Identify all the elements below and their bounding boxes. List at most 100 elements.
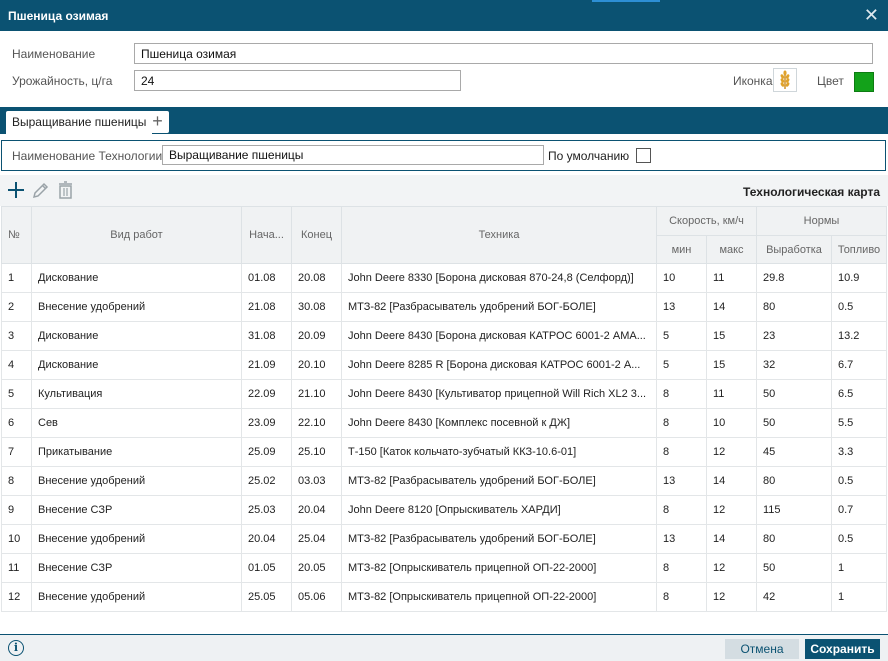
cell-machinery: John Deere 8120 [Опрыскиватель ХАРДИ] bbox=[341, 495, 657, 525]
cell-speed-max: 12 bbox=[706, 437, 757, 467]
yield-input[interactable] bbox=[134, 70, 461, 91]
icon-picker[interactable] bbox=[773, 68, 797, 92]
cell-speed-min: 8 bbox=[656, 379, 707, 409]
cell-output: 23 bbox=[756, 321, 832, 351]
col-header-speed-min[interactable]: мин bbox=[656, 235, 707, 264]
col-header-work[interactable]: Вид работ bbox=[31, 206, 242, 264]
cell-start: 25.05 bbox=[241, 582, 292, 612]
cell-speed-max: 12 bbox=[706, 553, 757, 583]
cell-end: 22.10 bbox=[291, 408, 342, 438]
table-row[interactable]: 6 Сев 23.09 22.10 John Deere 8430 [Комплекс … bbox=[1, 408, 887, 438]
technology-name-input[interactable] bbox=[162, 145, 544, 165]
table-row[interactable]: 3 Дискование 31.08 20.09 John Deere 8430 [Бо… bbox=[1, 321, 887, 351]
cell-speed-min: 8 bbox=[656, 495, 707, 525]
table-row[interactable]: 10 Внесение удобрений 20.04 25.04 МТЗ-82 [Ра… bbox=[1, 524, 887, 554]
technology-map-table: № Вид работ Нача... Конец Техника Скорос… bbox=[1, 206, 887, 612]
col-header-speed-max[interactable]: макс bbox=[706, 235, 757, 264]
cell-start: 25.02 bbox=[241, 466, 292, 496]
close-icon[interactable]: ✕ bbox=[863, 5, 879, 25]
cell-machinery: John Deere 8330 [Борона дисковая 870-24,… bbox=[341, 263, 657, 293]
cell-start: 21.09 bbox=[241, 350, 292, 380]
yield-label: Урожайность, ц/га bbox=[12, 74, 113, 88]
col-header-start[interactable]: Нача... bbox=[241, 206, 292, 264]
cell-work: Внесение удобрений bbox=[31, 582, 242, 612]
plus-icon: + bbox=[152, 111, 163, 131]
cell-end: 20.05 bbox=[291, 553, 342, 583]
map-toolbar: Технологическая карта bbox=[0, 175, 888, 206]
cell-num: 1 bbox=[1, 263, 32, 293]
default-checkbox[interactable] bbox=[636, 148, 651, 163]
cell-output: 80 bbox=[756, 524, 832, 554]
table-row[interactable]: 4 Дискование 21.09 20.10 John Deere 8285 R [… bbox=[1, 350, 887, 380]
cell-machinery: John Deere 8430 [Комплекс посевной к ДЖ] bbox=[341, 408, 657, 438]
cell-output: 29.8 bbox=[756, 263, 832, 293]
edit-button[interactable] bbox=[31, 180, 51, 200]
dialog-title: Пшеница озимая bbox=[8, 9, 109, 23]
add-button[interactable] bbox=[6, 180, 26, 200]
info-icon[interactable]: i bbox=[8, 640, 24, 656]
cell-speed-min: 8 bbox=[656, 582, 707, 612]
col-header-machinery[interactable]: Техника bbox=[341, 206, 657, 264]
cell-machinery: John Deere 8285 R [Борона дисковая КАТРО… bbox=[341, 350, 657, 380]
table-row[interactable]: 12 Внесение удобрений 25.05 05.06 МТЗ-82 [Оп… bbox=[1, 582, 887, 612]
cell-end: 25.04 bbox=[291, 524, 342, 554]
cell-fuel: 0.5 bbox=[831, 292, 887, 322]
cell-fuel: 0.7 bbox=[831, 495, 887, 525]
cell-num: 11 bbox=[1, 553, 32, 583]
cell-end: 20.08 bbox=[291, 263, 342, 293]
cell-fuel: 0.5 bbox=[831, 466, 887, 496]
cell-start: 21.08 bbox=[241, 292, 292, 322]
dialog-footer: i Отмена Сохранить bbox=[0, 634, 888, 661]
cell-speed-min: 8 bbox=[656, 553, 707, 583]
color-swatch[interactable] bbox=[854, 72, 874, 92]
cell-fuel: 1 bbox=[831, 582, 887, 612]
cell-num: 12 bbox=[1, 582, 32, 612]
cell-speed-max: 12 bbox=[706, 495, 757, 525]
cell-work: Дискование bbox=[31, 263, 242, 293]
cell-num: 9 bbox=[1, 495, 32, 525]
cell-num: 7 bbox=[1, 437, 32, 467]
cell-num: 8 bbox=[1, 466, 32, 496]
table-row[interactable]: 8 Внесение удобрений 25.02 03.03 МТЗ-82 [Раз… bbox=[1, 466, 887, 496]
cell-start: 01.05 bbox=[241, 553, 292, 583]
table-body: 1 Дискование 01.08 20.08 John Deere 8330 [Бо… bbox=[1, 263, 887, 612]
cell-fuel: 5.5 bbox=[831, 408, 887, 438]
name-input[interactable] bbox=[134, 43, 873, 64]
cell-speed-min: 10 bbox=[656, 263, 707, 293]
tab-wheat-growing[interactable]: Выращивание пшеницы bbox=[6, 111, 153, 134]
cancel-button[interactable]: Отмена bbox=[725, 639, 799, 659]
cell-speed-max: 15 bbox=[706, 321, 757, 351]
crop-form: Наименование Урожайность, ц/га Иконка Цв… bbox=[0, 31, 888, 107]
cell-machinery: Т-150 [Каток кольчато-зубчатый ККЗ-10.6-… bbox=[341, 437, 657, 467]
color-label: Цвет bbox=[817, 74, 844, 88]
cell-end: 20.09 bbox=[291, 321, 342, 351]
col-header-end[interactable]: Конец bbox=[291, 206, 342, 264]
table-row[interactable]: 5 Культивация 22.09 21.10 John Deere 8430 [К… bbox=[1, 379, 887, 409]
cell-speed-min: 5 bbox=[656, 350, 707, 380]
col-header-output[interactable]: Выработка bbox=[756, 235, 832, 264]
trash-icon bbox=[59, 181, 72, 199]
wheat-icon bbox=[780, 70, 790, 89]
table-row[interactable]: 7 Прикатывание 25.09 25.10 Т-150 [Каток коль… bbox=[1, 437, 887, 467]
cell-speed-max: 12 bbox=[706, 582, 757, 612]
cell-end: 21.10 bbox=[291, 379, 342, 409]
col-header-num[interactable]: № bbox=[1, 206, 32, 264]
table-row[interactable]: 11 Внесение СЗР 01.05 20.05 МТЗ-82 [Опрыскив… bbox=[1, 553, 887, 583]
col-header-fuel[interactable]: Топливо bbox=[831, 235, 887, 264]
table-row[interactable]: 2 Внесение удобрений 21.08 30.08 МТЗ-82 [Раз… bbox=[1, 292, 887, 322]
cell-output: 115 bbox=[756, 495, 832, 525]
cell-start: 31.08 bbox=[241, 321, 292, 351]
table-row[interactable]: 9 Внесение СЗР 25.03 20.04 John Deere 8120 [… bbox=[1, 495, 887, 525]
delete-button[interactable] bbox=[56, 180, 76, 200]
cell-start: 25.03 bbox=[241, 495, 292, 525]
col-group-speed: Скорость, км/ч bbox=[656, 206, 757, 236]
cell-work: Внесение удобрений bbox=[31, 524, 242, 554]
name-label: Наименование bbox=[12, 47, 96, 61]
cell-work: Внесение удобрений bbox=[31, 466, 242, 496]
cell-output: 45 bbox=[756, 437, 832, 467]
table-row[interactable]: 1 Дискование 01.08 20.08 John Deere 8330 [Бо… bbox=[1, 263, 887, 293]
cell-fuel: 10.9 bbox=[831, 263, 887, 293]
save-button[interactable]: Сохранить bbox=[805, 639, 880, 659]
add-tab-button[interactable]: + bbox=[146, 111, 169, 133]
default-label: По умолчанию bbox=[548, 149, 630, 163]
